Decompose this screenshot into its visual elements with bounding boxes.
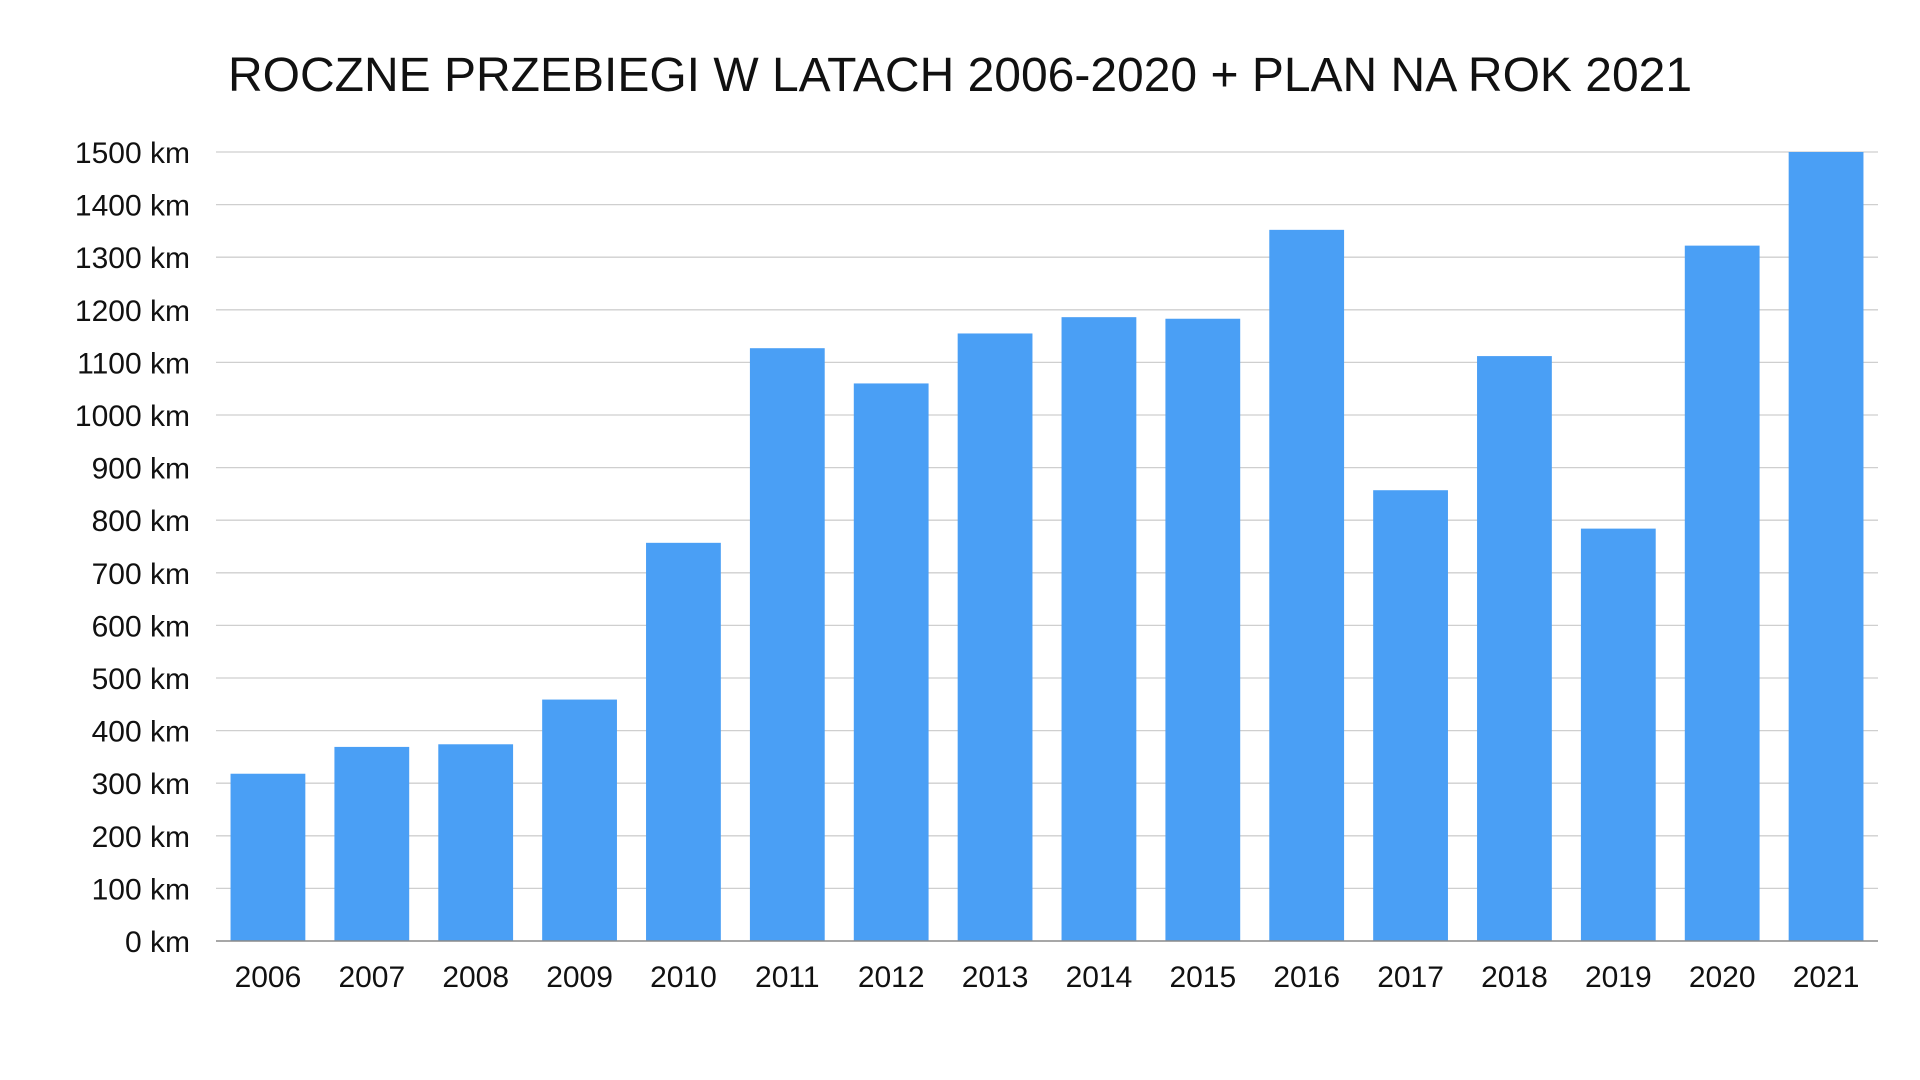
- chart-title: ROCZNE PRZEBIEGI W LATACH 2006-2020 + PL…: [227, 49, 1693, 102]
- x-tick-label: 2011: [755, 961, 820, 994]
- x-tick-label: 2008: [442, 961, 509, 994]
- y-tick-label: 800 km: [92, 505, 190, 538]
- y-tick-label: 300 km: [92, 768, 190, 801]
- y-tick-label: 600 km: [92, 610, 190, 643]
- bar-2017: [1373, 490, 1448, 941]
- x-tick-label: 2009: [546, 961, 613, 994]
- x-tick-label: 2010: [650, 961, 717, 994]
- x-tick-label: 2014: [1066, 961, 1133, 994]
- x-tick-labels: 2006 2007 2008 2009 2010 2011 2012 2013 2014 2015…: [235, 961, 1860, 994]
- bar-2009: [542, 699, 617, 941]
- bar-2019: [1580, 528, 1656, 941]
- x-tick-label: 2012: [858, 961, 925, 994]
- bar-2018: [1477, 356, 1552, 941]
- bar-2010: [646, 542, 721, 941]
- y-tick-label: 1400 km: [75, 190, 190, 223]
- x-tick-label: 2006: [235, 961, 302, 994]
- y-tick-label: 400 km: [92, 716, 190, 749]
- bar-2011: [749, 348, 825, 941]
- bar-2020: [1684, 245, 1760, 942]
- y-tick-label: 700 km: [92, 558, 190, 591]
- x-tick-label: 2018: [1481, 961, 1548, 994]
- bar-2007: [334, 746, 410, 941]
- bar-2021: [1788, 152, 1864, 941]
- y-tick-label: 0 km: [125, 926, 190, 959]
- x-tick-label: 2021: [1793, 961, 1860, 994]
- bar-2006: [230, 773, 306, 941]
- y-tick-labels: 0 km 100 km 200 km 300 km 400 km 500 km 600 km…: [75, 137, 190, 959]
- y-tick-label: 200 km: [92, 821, 190, 854]
- x-tick-label: 2015: [1169, 961, 1236, 994]
- y-tick-label: 1000 km: [75, 400, 190, 433]
- x-tick-label: 2020: [1689, 961, 1756, 994]
- bar-2015: [1165, 318, 1241, 941]
- x-tick-label: 2016: [1273, 961, 1340, 994]
- bar-2013: [957, 333, 1033, 942]
- y-tick-label: 900 km: [92, 453, 190, 486]
- bars: [230, 152, 1864, 942]
- x-tick-label: 2013: [962, 961, 1029, 994]
- bar-2008: [438, 744, 514, 941]
- x-tick-label: 2017: [1377, 961, 1444, 994]
- y-tick-label: 1200 km: [75, 295, 190, 328]
- bar-2016: [1269, 229, 1345, 941]
- y-tick-label: 1300 km: [75, 242, 190, 275]
- y-tick-label: 1100 km: [77, 347, 190, 380]
- x-tick-label: 2007: [338, 961, 405, 994]
- y-tick-label: 1500 km: [75, 137, 190, 170]
- bar-2014: [1061, 317, 1137, 941]
- y-tick-label: 100 km: [92, 873, 190, 906]
- bar-2012: [853, 383, 929, 941]
- x-tick-label: 2019: [1585, 961, 1652, 994]
- y-tick-label: 500 km: [92, 663, 190, 696]
